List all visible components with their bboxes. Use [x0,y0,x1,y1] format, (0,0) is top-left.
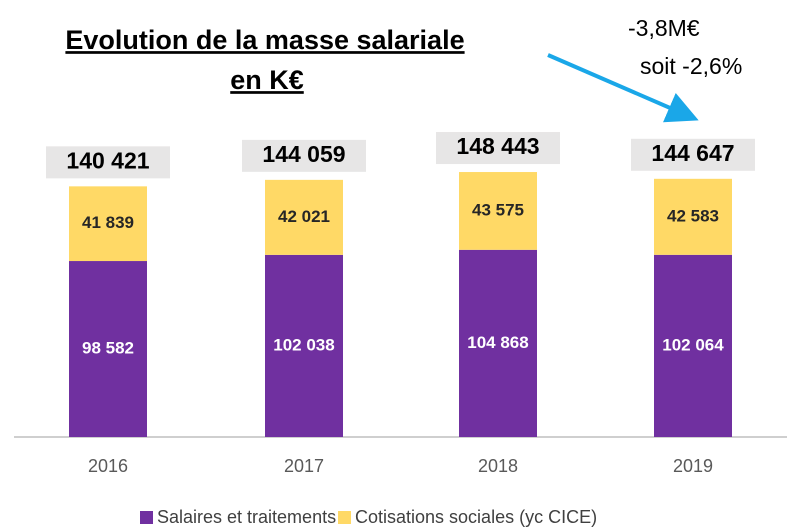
x-tick-label: 2018 [478,456,518,476]
total-label: 140 421 [66,147,149,173]
total-label: 148 443 [456,133,539,159]
x-tick-label: 2019 [673,456,713,476]
bar-segment [654,178,732,255]
data-label: 42 583 [667,206,719,225]
chart-title: Evolution de la masse salariale [65,25,464,55]
chart-title: en K€ [230,65,304,95]
data-label: 104 868 [467,333,528,352]
total-box [46,146,170,179]
legend-label: Cotisations sociales (yc CICE) [355,507,597,527]
data-label: 102 064 [662,335,724,354]
x-tick-label: 2016 [88,456,128,476]
annotation: -3,8M€ [628,15,700,41]
legend-label: Salaires et traitements [157,507,336,527]
legend-swatch [338,511,351,524]
data-label: 43 575 [472,200,524,219]
arrow [547,53,699,123]
x-tick-label: 2017 [284,456,324,476]
total-box [436,132,560,165]
bar-segment [654,254,732,437]
total-box [242,139,366,172]
bar-segment [265,179,343,255]
legend-swatch [140,511,153,524]
data-label: 98 582 [82,338,134,357]
bar-segment [459,172,537,250]
total-box [631,138,755,171]
data-label: 102 038 [273,335,334,354]
bar-segment [69,261,147,437]
bar-segment [69,186,147,262]
bar-segment [459,249,537,437]
total-label: 144 059 [262,141,345,167]
bar-segment [265,254,343,437]
total-label: 144 647 [651,140,734,166]
data-label: 42 021 [278,207,330,226]
annotation: soit -2,6% [640,53,742,79]
data-label: 41 839 [82,213,134,232]
